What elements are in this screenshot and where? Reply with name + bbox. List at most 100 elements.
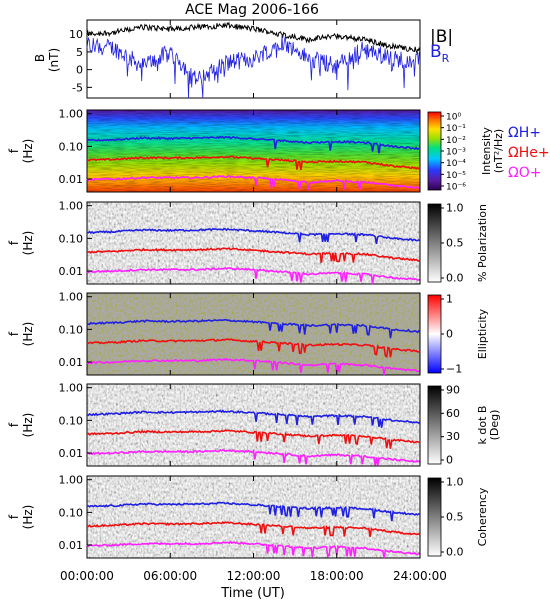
colorbar-tick-label: 0.5 [446,237,464,250]
colorbar-tick-label: 0 [446,454,453,467]
axis-ticks: 1.00 0.10 0.01 1.00 0.10 0.01 1.00 0.10 0.01 1.00… [59,20,447,583]
colorbar-tick-label: 1 [446,293,453,306]
colorbar-tick-label: 0.0 [446,272,464,285]
x-tick-label: 18:00:00 [310,569,364,583]
panel-b-ylabel-bottom: (nT) [47,48,61,72]
freq-tick-label: 0.10 [59,140,84,153]
freq-tick-label: 1.00 [59,474,84,487]
legend-b-magnitude: |B| [430,27,453,47]
colorbar-tick-label: 1.0 [446,202,464,215]
freq-tick-label: 0.01 [59,356,84,369]
polarization-spectrogram [87,202,420,284]
series-b-magnitude [86,21,421,54]
gyro-line-p5-2 [86,448,421,466]
k-dot-b-colorbar-label-1: k dot B [476,406,489,445]
polarization-colorbar-label: % Polarization [476,204,489,282]
gyro-line-p3-2 [86,266,421,285]
gyro-line-p3-0 [87,227,421,244]
gyro-line-p2-1 [86,155,421,171]
legend-omega-o: ΩO+ [508,165,541,181]
colorbar-tick-label: 0.0 [446,546,464,559]
colorbar-tick-label: −1 [446,363,462,376]
colorbar-tick-label: 60 [446,407,460,420]
legend-omega-h: ΩH+ [508,125,541,141]
colorbar-tick-label: 10⁻² [446,136,466,146]
panel-k-dot-b: f (Hz) k dot B (Deg) [7,383,501,467]
k-dot-b-colorbar-label-2: (Deg) [488,410,501,441]
freq-tick-label: 0.10 [59,414,84,427]
gyro-line-p6-1 [86,521,421,537]
ellipticity-colorbar-label: Ellipticity [476,308,489,359]
gyro-line-p2-2 [86,174,421,191]
coherency-colorbar-label: Coherency [476,487,489,546]
freq-tick-label: 1.00 [59,108,84,121]
panel-coherency-ylabel-top: f [7,514,21,519]
x-tick-label: 00:00:00 [60,569,114,583]
x-tick-label: 24:00:00 [393,569,447,583]
figure-title: ACE Mag 2006-166 [185,2,319,18]
x-tick-label: 06:00:00 [143,569,197,583]
x-axis-label: Time (UT) [220,586,285,600]
k-dot-b-colorbar [427,385,442,465]
coherency-spectrogram [87,476,420,558]
gyro-line-p5-0 [86,409,421,428]
panel-b-tick-label: 5 [76,46,83,59]
gyro-line-p5-1 [86,429,421,449]
colorbar-tick-label: 10⁻⁴ [446,159,466,169]
colorbar-tick-label: 1.0 [446,476,464,489]
colorbar-tick-label: 10⁻⁶ [446,183,466,193]
x-tick-label: 12:00:00 [227,569,281,583]
panel-b-tick-label: 10 [69,28,83,41]
freq-tick-label: 0.01 [59,265,84,278]
freq-tick-label: 0.01 [59,173,84,186]
freq-tick-label: 1.00 [59,200,84,213]
gyrofrequency-lines [86,135,421,559]
intensity-spectrogram-texture [87,110,420,192]
intensity-colorbar-label-1: Intensity [480,127,493,175]
colorbar-tick-label: 10⁻⁵ [446,171,466,181]
freq-tick-label: 0.10 [59,232,84,245]
panel-k-dot-b-ylabel-bottom: (Hz) [21,413,35,438]
panel-polarization-ylabel-bottom: (Hz) [21,231,35,256]
panel-k-dot-b-ylabel-top: f [7,422,21,427]
colorbar-tick-label: 0.5 [446,511,464,524]
panel-b-ylabel-top: B [33,54,47,62]
gyro-line-p6-0 [86,501,420,522]
colorbar-tick-label: 90 [446,384,460,397]
panel-ellipticity-ylabel-top: f [7,331,21,336]
freq-tick-label: 0.01 [59,447,84,460]
panel-polarization-ylabel-top: f [7,240,21,245]
intensity-colorbar [427,111,442,191]
colorbar-tick-label: 10⁻³ [446,148,466,158]
panel-coherency-ylabel-bottom: (Hz) [21,505,35,530]
freq-tick-label: 0.10 [59,506,84,519]
gyro-line-p4-0 [86,318,421,339]
legend-omega-he: ΩHe+ [508,145,550,161]
panel-intensity-ylabel-bottom: (Hz) [21,139,35,164]
panel-b-field: 10 5 0 -5 B (nT) |B| BR [33,19,453,99]
panel-ellipticity-ylabel-bottom: (Hz) [21,322,35,347]
freq-tick-label: 0.01 [59,539,84,552]
gyro-line-p2-0 [86,135,421,154]
panel-intensity-ylabel-top: f [7,148,21,153]
colorbar-tick-label: 0 [446,328,453,341]
panel-intensity: f (Hz) Intensity (nT²/Hz) ΩH+ ΩHe+ ΩO+ [7,109,550,193]
polarization-colorbar [427,203,442,283]
freq-tick-label: 0.10 [59,323,84,336]
gyro-line-p6-2 [86,540,421,559]
colorbar-tick-label: 30 [446,430,460,443]
series-b-radial [86,35,421,99]
intensity-colorbar-label-2: (nT²/Hz) [492,129,505,173]
panel-b-tick-label: 0 [76,64,83,77]
colorbar-tick-label: 10⁻¹ [446,124,466,134]
gyro-line-p4-2 [86,357,421,376]
panel-b-tick-label: -5 [72,81,83,94]
freq-tick-label: 1.00 [59,382,84,395]
legend-b-radial: BR [430,42,450,65]
freq-tick-label: 1.00 [59,291,84,304]
ellipticity-colorbar [427,294,442,374]
gyro-line-p4-1 [86,338,421,359]
colorbar-tick-label: 10⁰ [446,113,461,123]
